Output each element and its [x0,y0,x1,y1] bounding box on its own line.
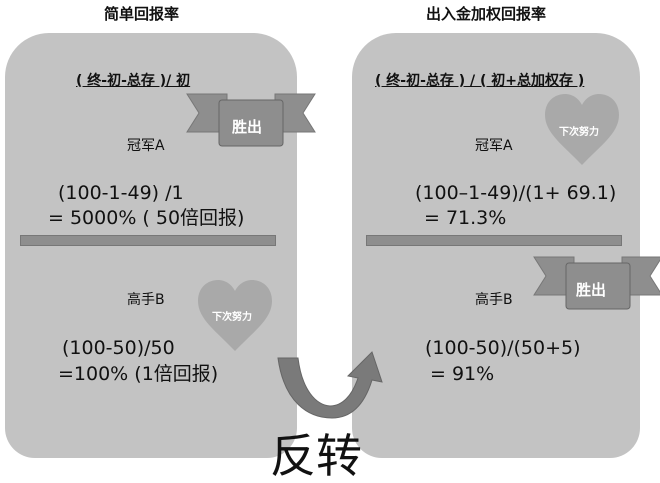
right-heart-icon [545,94,619,165]
left-title: 简单回报率 [104,5,180,23]
left-champion-label: 冠军A [127,138,165,154]
left-ribbon-icon [186,93,316,147]
right-formula: ( 终-初-总存 ) / ( 初+总加权存 ) [375,73,585,89]
right-champion-calc-2: = 71.3% [424,207,507,229]
left-formula: ( 终-初-总存 )/ 初 [76,73,191,89]
left-expert-label: 高手B [127,292,165,308]
right-ribbon-label: 胜出 [576,281,607,299]
left-champion-calc-2: = 5000% ( 50倍回报) [48,207,245,229]
reversal-arrow-icon [277,351,383,419]
left-heart-icon [198,280,272,351]
left-heart-label: 下次努力 [212,312,252,323]
right-champion-calc-1: (100–1-49)/(1+ 69.1) [415,182,617,204]
left-expert-calc-2: =100% (1倍回报) [58,363,219,385]
right-champion-label: 冠军A [475,138,513,154]
left-expert-calc-1: (100-50)/50 [62,337,175,359]
left-ribbon-label: 胜出 [232,118,263,136]
right-title: 出入金加权回报率 [426,5,547,23]
left-champion-calc-1: (100-1-49) /1 [58,182,184,204]
right-expert-calc-2: = 91% [430,363,495,385]
right-expert-label: 高手B [475,292,513,308]
right-ribbon-icon [533,256,660,310]
reversal-label: 反转 [270,429,362,483]
right-heart-label: 下次努力 [559,127,599,138]
left-divider [20,235,276,246]
right-expert-calc-1: (100-50)/(50+5) [425,337,581,359]
right-divider [366,235,622,246]
